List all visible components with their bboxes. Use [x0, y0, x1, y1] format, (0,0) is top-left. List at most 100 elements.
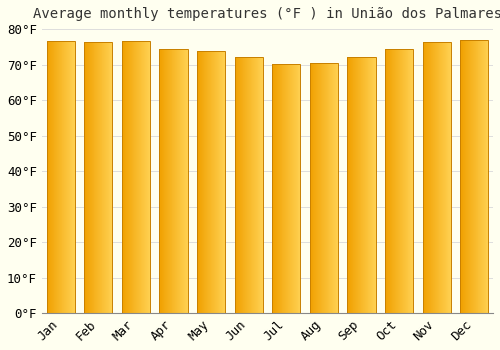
Bar	[461, 40, 462, 313]
Bar	[373, 57, 374, 313]
Bar	[360, 57, 361, 313]
Bar	[272, 64, 273, 313]
Bar	[171, 49, 172, 313]
Bar	[410, 49, 411, 313]
Bar	[473, 40, 474, 313]
Bar	[288, 64, 289, 313]
Bar	[400, 49, 401, 313]
Bar	[394, 49, 395, 313]
Bar	[138, 41, 139, 313]
Bar	[237, 57, 238, 313]
Bar	[128, 41, 129, 313]
Bar	[412, 49, 413, 313]
Bar	[348, 57, 350, 313]
Bar	[50, 42, 51, 313]
Bar	[217, 51, 218, 313]
Bar	[406, 49, 407, 313]
Bar	[436, 42, 437, 313]
Bar	[449, 42, 450, 313]
Bar	[137, 41, 138, 313]
Bar	[318, 63, 319, 313]
Bar	[51, 42, 52, 313]
Bar	[168, 49, 169, 313]
Bar	[367, 57, 368, 313]
Bar	[477, 40, 478, 313]
Bar	[324, 63, 325, 313]
Bar	[443, 42, 444, 313]
Bar	[145, 41, 146, 313]
Bar	[142, 41, 143, 313]
Bar	[428, 42, 429, 313]
Bar	[467, 40, 468, 313]
Bar	[290, 64, 291, 313]
Bar	[259, 57, 260, 313]
Bar	[161, 49, 162, 313]
Bar	[94, 42, 95, 313]
Bar	[391, 49, 392, 313]
Bar	[320, 63, 321, 313]
Bar	[164, 49, 165, 313]
Bar	[224, 51, 225, 313]
Bar	[200, 51, 201, 313]
Bar	[167, 49, 168, 313]
Bar	[211, 51, 212, 313]
Bar	[181, 49, 182, 313]
Bar	[222, 51, 223, 313]
Bar	[423, 42, 424, 313]
Bar	[437, 42, 438, 313]
Bar	[92, 42, 93, 313]
Bar	[280, 64, 281, 313]
Bar	[214, 51, 215, 313]
Bar	[221, 51, 222, 313]
Bar	[176, 49, 177, 313]
Bar	[370, 57, 371, 313]
Bar	[124, 41, 125, 313]
Bar	[103, 42, 104, 313]
Bar	[312, 63, 313, 313]
Bar	[144, 41, 146, 313]
Bar	[73, 42, 74, 313]
Bar	[223, 51, 224, 313]
Bar	[277, 64, 278, 313]
Bar	[148, 41, 149, 313]
Bar	[284, 64, 285, 313]
Bar	[130, 41, 131, 313]
Bar	[247, 57, 248, 313]
Bar	[58, 42, 59, 313]
Bar	[439, 42, 440, 313]
Bar	[85, 42, 86, 313]
Bar	[433, 42, 434, 313]
Bar	[287, 64, 288, 313]
Bar	[375, 57, 376, 313]
Bar	[213, 51, 214, 313]
Bar	[387, 49, 388, 313]
Bar	[100, 42, 101, 313]
Bar	[240, 57, 241, 313]
Bar	[46, 42, 74, 313]
Bar	[179, 49, 180, 313]
Bar	[314, 63, 315, 313]
Bar	[390, 49, 391, 313]
Bar	[482, 40, 483, 313]
Bar	[430, 42, 431, 313]
Bar	[354, 57, 355, 313]
Bar	[166, 49, 167, 313]
Bar	[144, 41, 145, 313]
Bar	[348, 57, 349, 313]
Bar	[435, 42, 436, 313]
Bar	[291, 64, 292, 313]
Bar	[431, 42, 432, 313]
Bar	[393, 49, 394, 313]
Bar	[125, 41, 126, 313]
Bar	[50, 42, 51, 313]
Bar	[371, 57, 372, 313]
Bar	[426, 42, 427, 313]
Bar	[460, 40, 461, 313]
Bar	[123, 41, 124, 313]
Bar	[350, 57, 351, 313]
Bar	[296, 64, 297, 313]
Bar	[363, 57, 364, 313]
Bar	[243, 57, 244, 313]
Bar	[335, 63, 336, 313]
Bar	[310, 63, 338, 313]
